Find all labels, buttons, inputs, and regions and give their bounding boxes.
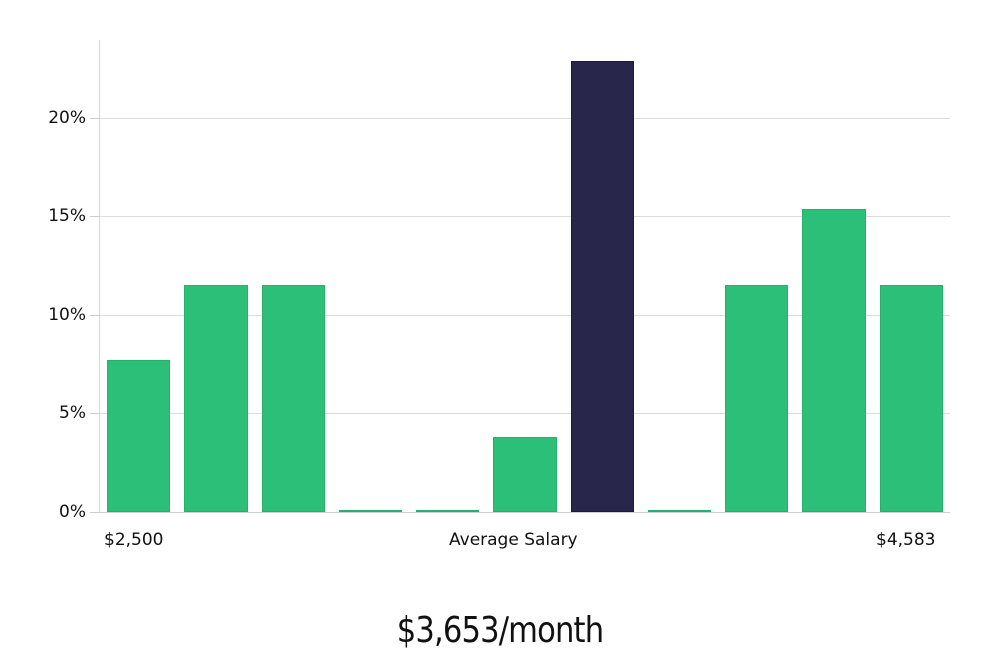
bar-4[interactable] (338, 510, 403, 512)
tick-5 (90, 413, 100, 414)
tick-15 (90, 216, 100, 217)
gridline-10 (100, 315, 950, 316)
y-axis-line (99, 40, 100, 513)
bar-2[interactable] (184, 285, 248, 512)
x-axis-title: Average Salary (449, 530, 578, 550)
x-label-min: $2,500 (104, 530, 164, 550)
y-label-0: 0% (59, 502, 86, 522)
x-label-max: $4,583 (876, 530, 936, 550)
bar-9[interactable] (725, 285, 789, 512)
gridline-15 (100, 216, 950, 217)
bar-8[interactable] (647, 510, 712, 512)
bar-7[interactable] (570, 60, 634, 512)
gridline-20 (100, 118, 950, 119)
bar-6[interactable] (493, 437, 557, 512)
bar-10[interactable] (802, 208, 866, 512)
tick-0 (90, 512, 100, 513)
tick-10 (90, 315, 100, 316)
bar-1[interactable] (107, 360, 171, 512)
gridline-5 (100, 413, 950, 414)
x-baseline (100, 512, 950, 513)
tick-20 (90, 118, 100, 119)
y-label-15: 15% (48, 206, 86, 226)
bar-11[interactable] (879, 285, 943, 512)
y-label-20: 20% (48, 108, 86, 128)
headline-salary: $3,653/month (396, 610, 604, 651)
bar-5[interactable] (416, 510, 480, 512)
y-label-5: 5% (59, 403, 86, 423)
y-label-10: 10% (48, 305, 86, 325)
bar-3[interactable] (261, 285, 325, 512)
